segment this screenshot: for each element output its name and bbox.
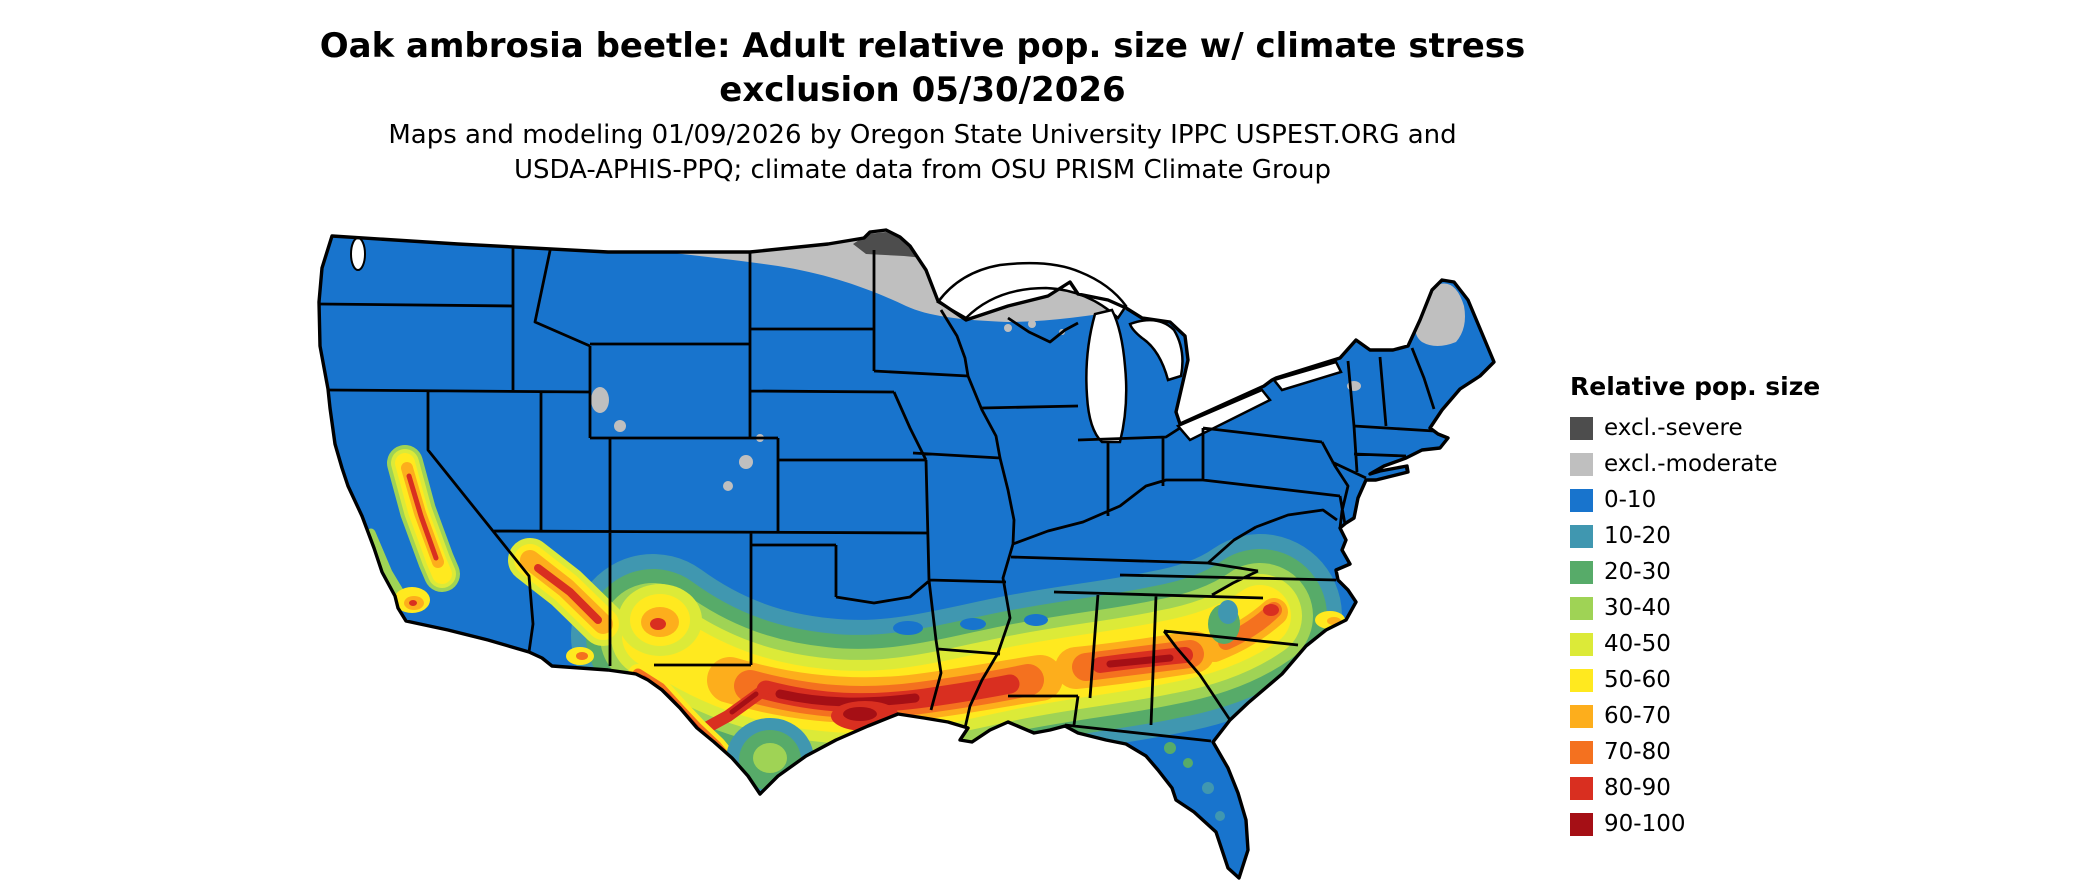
legend-item: 30-40 [1570,595,1820,621]
legend-swatch-excl-moderate [1570,452,1593,476]
legend-swatch-80-90 [1570,776,1593,800]
legend-item: 90-100 [1570,811,1820,837]
legend-label: 30-40 [1604,595,1671,621]
legend-item: 0-10 [1570,487,1820,513]
page-title-line1: Oak ambrosia beetle: Adult relative pop.… [319,26,1526,66]
legend-item: 40-50 [1570,631,1820,657]
legend-item: 70-80 [1570,739,1820,765]
arizona-band [508,538,625,646]
legend-item: 60-70 [1570,703,1820,729]
legend-swatch-20-30 [1570,560,1593,584]
page-title: Oak ambrosia beetle: Adult relative pop.… [0,24,1845,112]
california-valley-band [366,445,460,603]
legend-swatch-10-20 [1570,524,1593,548]
legend-label: 40-50 [1604,631,1671,657]
legend-label: 60-70 [1604,703,1671,729]
legend-label: excl.-moderate [1604,451,1778,477]
legend-swatch-60-70 [1570,704,1593,728]
legend: Relative pop. size excl.-severe excl.-mo… [1570,372,1820,847]
legend-swatch-50-60 [1570,668,1593,692]
legend-item: excl.-severe [1570,415,1820,441]
legend-label: 80-90 [1604,775,1671,801]
legend-swatch-excl-severe [1570,416,1593,440]
legend-label: 10-20 [1604,523,1671,549]
legend-title: Relative pop. size [1570,372,1821,401]
us-map-svg [317,228,1496,880]
band-hot-cores [700,598,1288,734]
legend-swatch-30-40 [1570,596,1593,620]
legend-label: 50-60 [1604,667,1671,693]
lake-huron [1128,318,1184,382]
legend-item: 20-30 [1570,559,1820,585]
page-subtitle-line2: USDA-APHIS-PPQ; climate data from OSU PR… [514,155,1331,186]
lake-michigan [1085,308,1128,444]
legend-label: 90-100 [1604,811,1686,837]
page-subtitle-line1: Maps and modeling 01/09/2026 by Oregon S… [388,120,1457,150]
great-lakes [350,237,1343,444]
legend-label: 70-80 [1604,739,1671,765]
page-subtitle: Maps and modeling 01/09/2026 by Oregon S… [0,118,1845,188]
legend-item: 80-90 [1570,775,1820,801]
legend-item: 50-60 [1570,667,1820,693]
us-population-map [308,228,1528,884]
lake-erie [1175,388,1272,442]
legend-swatch-90-100 [1570,812,1593,836]
legend-swatch-70-80 [1570,740,1593,764]
legend-swatch-0-10 [1570,488,1593,512]
state-borders [319,244,1436,743]
legend-swatch-40-50 [1570,632,1593,656]
page-title-line2: exclusion 05/30/2026 [719,70,1126,111]
legend-label: excl.-severe [1604,415,1743,441]
legend-item: 10-20 [1570,523,1820,549]
legend-label: 0-10 [1604,487,1657,513]
lake-ontario [1271,360,1343,392]
lake-superior [936,261,1128,320]
puget-sound [350,237,366,271]
us-outline [317,228,1496,880]
legend-item: excl.-moderate [1570,451,1820,477]
legend-label: 20-30 [1604,559,1671,585]
